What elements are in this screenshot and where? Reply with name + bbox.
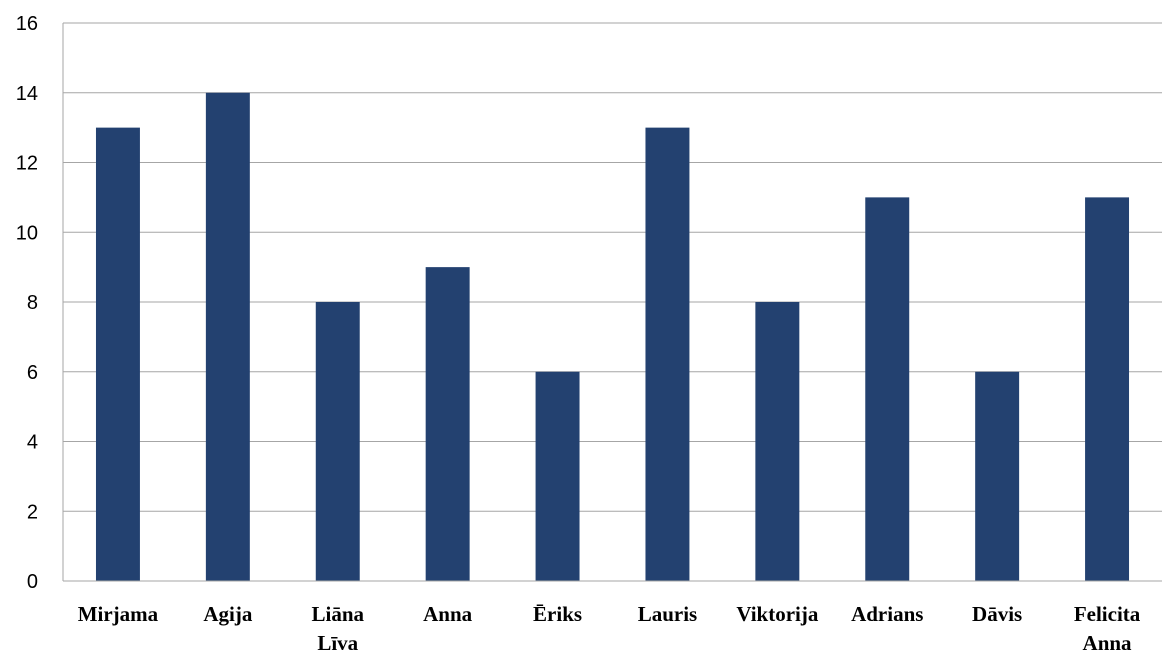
y-tick-label: 0 (27, 571, 38, 593)
bar (865, 197, 910, 581)
bar (535, 371, 580, 581)
x-category-label: Liāna Līva (311, 602, 364, 653)
y-tick-label: 16 (16, 13, 38, 35)
x-category-label: Anna (423, 602, 473, 626)
bar (315, 302, 360, 581)
x-category-label: Adrians (851, 602, 923, 626)
bar (205, 92, 250, 581)
x-category-label: Ēriks (533, 602, 582, 626)
y-tick-label: 10 (16, 222, 38, 244)
x-axis-labels: Mirjama Agija Liāna Līva Anna Ēriks Lauris Vikt… (78, 602, 1141, 653)
x-category-label: Mirjama (78, 602, 159, 626)
bar (755, 302, 800, 581)
y-tick-label: 6 (27, 362, 38, 384)
x-category-label: Lauris (638, 602, 698, 626)
y-tick-label: 4 (27, 432, 38, 454)
bar (1085, 197, 1130, 581)
x-category-label: Felicita Anna (1074, 602, 1141, 653)
y-tick-label: 8 (27, 292, 38, 314)
bars (95, 92, 1130, 581)
bar (645, 127, 690, 581)
y-tick-label: 14 (16, 83, 38, 105)
bar (425, 267, 470, 581)
y-tick-label: 2 (27, 501, 38, 523)
bar (95, 127, 140, 581)
y-tick-label: 12 (16, 153, 38, 175)
bar (975, 371, 1020, 581)
x-category-label: Dāvis (972, 602, 1022, 626)
x-category-label: Viktorija (736, 602, 819, 626)
y-axis-ticks: 0 2 4 6 8 10 12 14 16 (16, 13, 38, 593)
x-category-label: Agija (203, 602, 252, 626)
